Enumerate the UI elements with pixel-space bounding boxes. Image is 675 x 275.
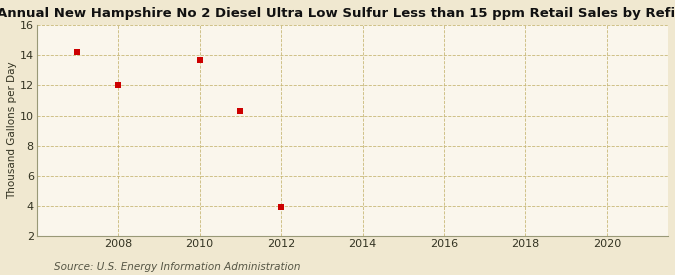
Point [72,50,83,54]
Text: Source: U.S. Energy Information Administration: Source: U.S. Energy Information Administ… [54,262,300,272]
Point [113,83,124,88]
Y-axis label: Thousand Gallons per Day: Thousand Gallons per Day [7,62,17,199]
Point [194,58,205,62]
Point [235,109,246,113]
Title: Annual New Hampshire No 2 Diesel Ultra Low Sulfur Less than 15 ppm Retail Sales : Annual New Hampshire No 2 Diesel Ultra L… [0,7,675,20]
Point [275,205,286,210]
